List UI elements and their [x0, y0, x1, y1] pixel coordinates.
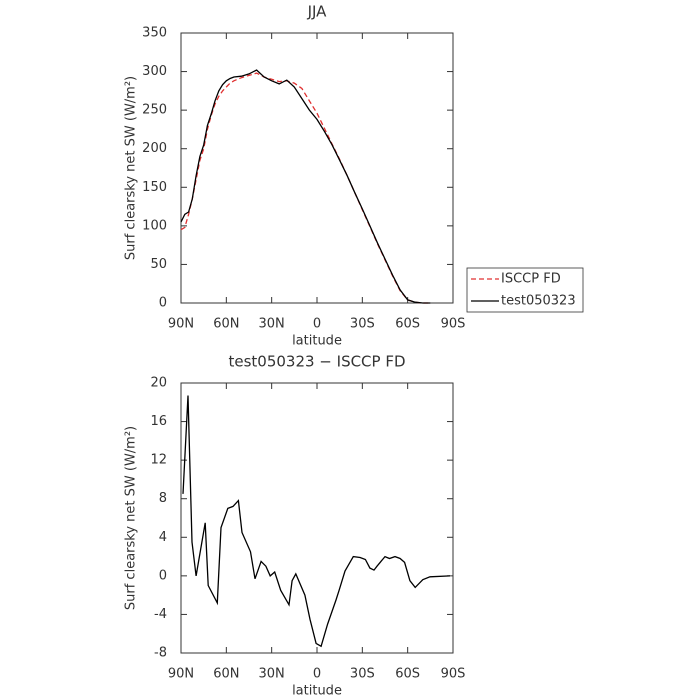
x-tick-label: 0 [313, 667, 321, 682]
x-tick-label: 0 [313, 317, 321, 332]
x-tick-label: 90N [168, 317, 194, 332]
x-tick-label: 30N [259, 317, 285, 332]
x-axis-label: latitude [292, 684, 342, 699]
y-tick-label: 0 [159, 568, 167, 583]
y-tick-label: 200 [142, 141, 167, 156]
y-tick-label: 50 [150, 257, 167, 272]
y-tick-label: 250 [142, 103, 167, 118]
x-tick-label: 30S [350, 317, 375, 332]
x-tick-label: 60N [213, 667, 239, 682]
y-tick-label: 20 [150, 376, 167, 391]
chart-title: test050323 − ISCCP FD [228, 353, 405, 371]
y-tick-label: 300 [142, 64, 167, 79]
x-axis-label: latitude [292, 334, 342, 349]
x-tick-label: 90S [441, 667, 466, 682]
x-tick-label: 60S [395, 667, 420, 682]
y-tick-label: 0 [159, 296, 167, 311]
legend-box [466, 267, 584, 313]
plot-frame [180, 32, 454, 304]
y-tick-label: 350 [142, 26, 167, 41]
y-tick-label: 150 [142, 180, 167, 195]
data-line [182, 395, 451, 648]
data-line [180, 72, 431, 304]
y-tick-label: -8 [154, 646, 167, 661]
data-line [180, 69, 431, 304]
y-tick-label: 12 [150, 453, 167, 468]
chart-title: JJA [307, 3, 328, 21]
x-tick-label: 60N [213, 317, 239, 332]
y-tick-label: -4 [154, 607, 167, 622]
x-tick-label: 90N [168, 667, 194, 682]
y-axis-label: Surf clearsky net SW (W/m²) [124, 426, 139, 610]
y-tick-label: 16 [150, 414, 167, 429]
y-tick-label: 8 [159, 491, 167, 506]
y-tick-label: 100 [142, 218, 167, 233]
legend-label: ISCCP FD [501, 272, 561, 287]
y-axis-label: Surf clearsky net SW (W/m²) [124, 76, 139, 260]
plot-frame [180, 382, 454, 654]
x-tick-label: 90S [441, 317, 466, 332]
x-tick-label: 30S [350, 667, 375, 682]
legend-label: test050323 [501, 294, 576, 309]
x-tick-label: 60S [395, 317, 420, 332]
x-tick-label: 30N [259, 667, 285, 682]
y-tick-label: 4 [159, 530, 167, 545]
